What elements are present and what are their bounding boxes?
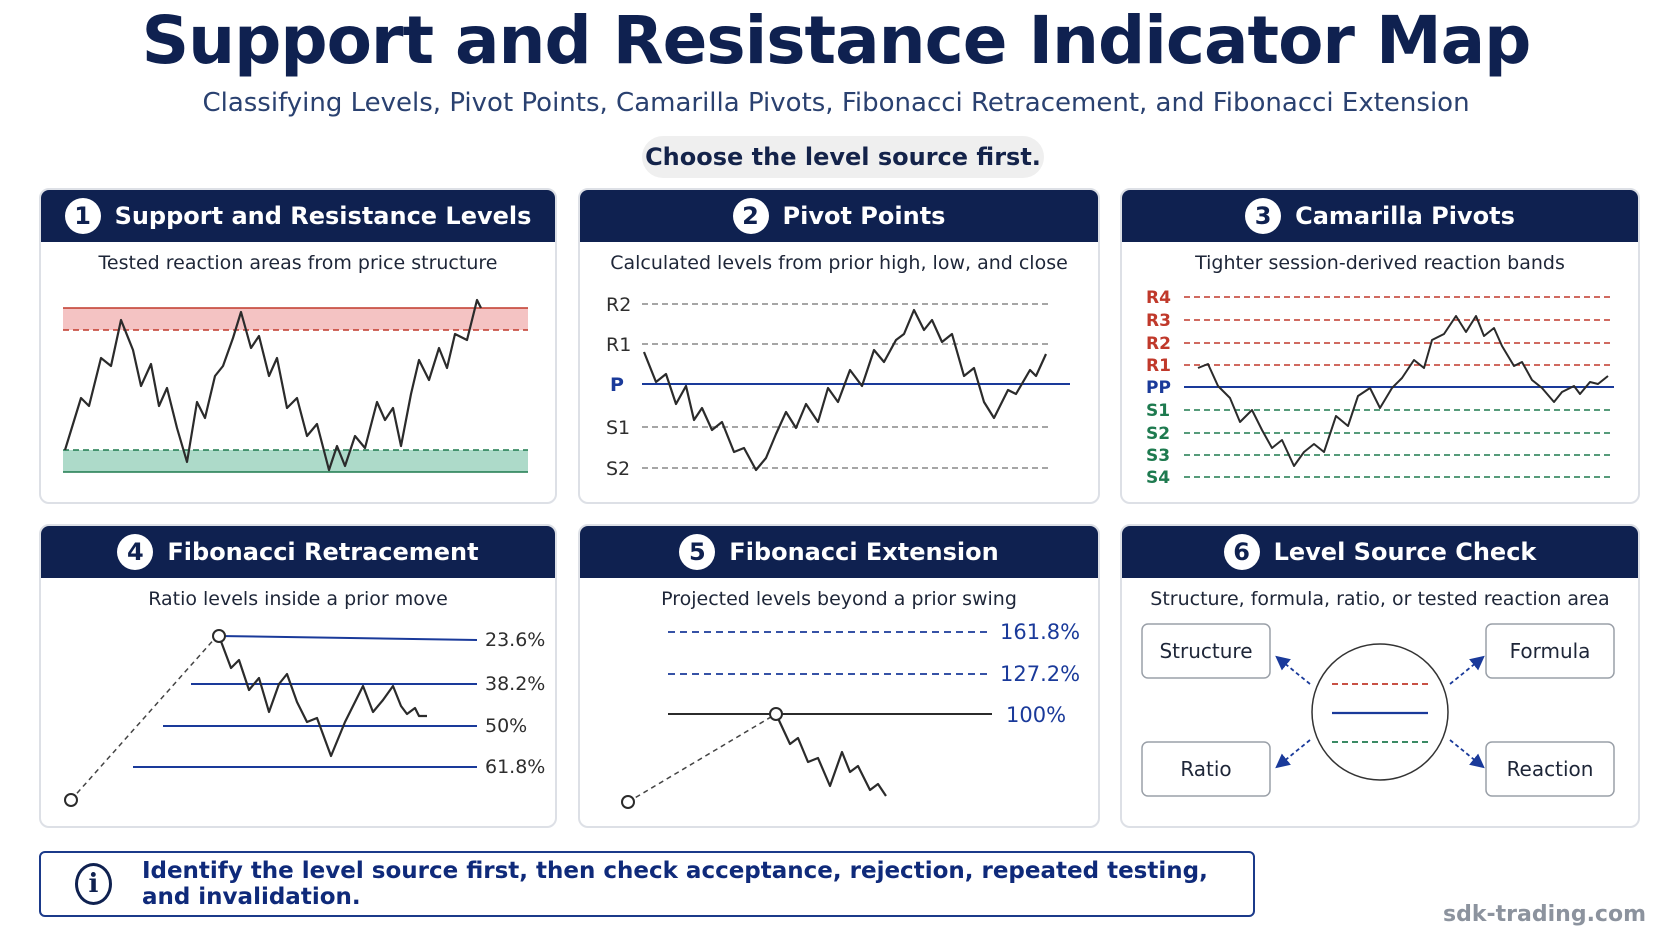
structure-label: Structure (1159, 639, 1252, 663)
panel-4-subtitle: Ratio levels inside a prior move (148, 588, 448, 610)
panel-6-title: Level Source Check (1273, 538, 1537, 566)
info-note: i Identify the level source first, then … (39, 851, 1255, 917)
fib-extension-chart: 161.8% 127.2% 100% (621, 620, 1080, 809)
panel-4-title: Fibonacci Retracement (167, 538, 479, 566)
page-subtitle: Classifying Levels, Pivot Points, Camari… (202, 88, 1470, 118)
panel-2-title: Pivot Points (782, 202, 946, 230)
panel-3-subtitle: Tighter session-derived reaction bands (1195, 252, 1565, 274)
level-label-r4: R4 (1146, 288, 1171, 308)
level-label-p: P (610, 374, 624, 396)
level-label-s4: S4 (1146, 468, 1170, 488)
panel-fibonacci-extension: 161.8% 127.2% 100% 5 Fibonacci Extension… (578, 524, 1100, 828)
source-check-diagram: Structure Formula Ratio Reaction (1141, 623, 1615, 797)
support-zone (63, 450, 528, 472)
fib-100-label: 100% (1006, 703, 1066, 727)
page-title: Support and Resistance Indicator Map (141, 2, 1532, 79)
ratio-label: Ratio (1180, 757, 1231, 781)
fib-50-label: 50% (485, 715, 527, 737)
fib-1272-label: 127.2% (1000, 662, 1080, 686)
panel-4-header: 4 Fibonacci Retracement (41, 526, 555, 578)
arrow-structure (1275, 655, 1311, 685)
fib-1618-label: 161.8% (1000, 620, 1080, 644)
camarilla-chart: R4 R3 R2 R1 PP S1 S2 S3 S4 (1146, 288, 1614, 488)
panel-level-source-check: Structure Formula Ratio Reaction 6 Level… (1120, 524, 1640, 828)
panel-1-subtitle: Tested reaction areas from price structu… (98, 252, 498, 274)
swing-low-point (64, 793, 78, 807)
level-label-s1: S1 (606, 417, 630, 439)
panel-5-subtitle: Projected levels beyond a prior swing (661, 588, 1017, 610)
panel-3-header: 3 Camarilla Pivots (1122, 190, 1638, 242)
panel-6-subtitle: Structure, formula, ratio, or tested rea… (1150, 588, 1610, 610)
panel-5-header: 5 Fibonacci Extension (580, 526, 1098, 578)
panel-1-title: Support and Resistance Levels (114, 202, 532, 230)
price-line (217, 635, 427, 758)
level-label-s1: S1 (1146, 401, 1170, 421)
price-line (1197, 315, 1609, 467)
ratio-box (1141, 741, 1271, 797)
panel-2-number: 2 (732, 198, 769, 234)
panel-2-header: 2 Pivot Points (580, 190, 1098, 242)
panel-3-title: Camarilla Pivots (1295, 202, 1515, 230)
price-line (63, 298, 482, 472)
support-resistance-chart (63, 298, 528, 473)
formula-label: Formula (1510, 639, 1591, 663)
panel-5-number: 5 (679, 534, 716, 570)
price-line (775, 713, 887, 797)
panel-1-number: 1 (64, 198, 101, 234)
arrow-ratio (1275, 739, 1311, 769)
level-label-s2: S2 (606, 458, 630, 480)
panel-4-number: 4 (117, 534, 154, 570)
resistance-zone (63, 308, 528, 330)
panel-3-number: 3 (1245, 198, 1282, 234)
panel-5-title: Fibonacci Extension (729, 538, 999, 566)
info-note-text: Identify the level source first, then ch… (141, 858, 1208, 910)
level-label-pp: PP (1146, 378, 1171, 398)
fib-retracement-chart: 23.6% 38.2% 50% 61.8% (64, 629, 545, 807)
panel-camarilla-pivots: R4 R3 R2 R1 PP S1 S2 S3 S4 3 Camarilla P… (1120, 188, 1640, 504)
level-label-r1: R1 (1146, 356, 1171, 376)
level-label-r3: R3 (1146, 311, 1171, 331)
panel-1-header: 1 Support and Resistance Levels (41, 190, 555, 242)
level-label-s2: S2 (1146, 424, 1170, 444)
fib-236-line (218, 635, 478, 641)
level-label-r2: R2 (1146, 334, 1171, 354)
swing-high-point (212, 629, 226, 643)
fib-382-label: 38.2% (485, 673, 545, 695)
formula-box (1485, 623, 1615, 679)
level-label-s3: S3 (1146, 446, 1170, 466)
arrow-reaction (1449, 739, 1485, 769)
arrow-formula (1449, 655, 1485, 685)
panel-pivot-points: R2 R1 P S1 S2 2 Pivot Points Calculated … (578, 188, 1100, 504)
reaction-box (1485, 741, 1615, 797)
level-label-r1: R1 (606, 334, 631, 356)
panel-6-number: 6 (1223, 534, 1260, 570)
structure-box (1141, 623, 1271, 679)
swing-high-point (769, 707, 783, 721)
panel-support-resistance: 1 Support and Resistance Levels Tested r… (39, 188, 557, 504)
price-line (642, 308, 1048, 472)
watermark: sdk-trading.com (1443, 902, 1646, 927)
banner-pill: Choose the level source first. (642, 136, 1044, 178)
swing-low-point (621, 795, 635, 809)
info-icon: i (75, 863, 112, 905)
panel-fibonacci-retracement: 23.6% 38.2% 50% 61.8% 4 Fibonacci Retrac… (39, 524, 557, 828)
fib-618-label: 61.8% (485, 756, 545, 778)
swing-dashed-line (627, 713, 777, 803)
level-label-r2: R2 (606, 294, 631, 316)
reaction-label: Reaction (1507, 757, 1594, 781)
panel-2-subtitle: Calculated levels from prior high, low, … (610, 252, 1068, 274)
panel-6-header: 6 Level Source Check (1122, 526, 1638, 578)
swing-dashed-line (70, 635, 218, 801)
pivot-points-chart: R2 R1 P S1 S2 (606, 294, 1070, 480)
fib-236-label: 23.6% (485, 629, 545, 651)
